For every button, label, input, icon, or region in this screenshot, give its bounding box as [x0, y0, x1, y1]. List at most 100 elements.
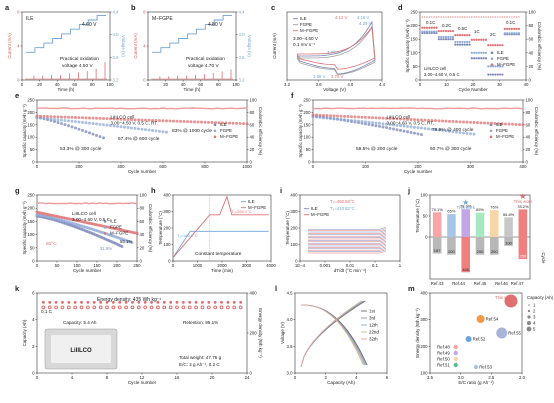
- capacity-point: [151, 129, 154, 132]
- y-tick-label: 0: [32, 259, 35, 264]
- capacity-point: [466, 121, 469, 124]
- capacity-point: [421, 30, 423, 32]
- y-tick-label-right: 3.2: [239, 78, 246, 83]
- y-tick-label: 50: [306, 147, 311, 152]
- panel-letter-g: g: [15, 186, 20, 195]
- capacity-point: [483, 39, 485, 41]
- capacity-point: [435, 30, 437, 32]
- x-tick-label: 4000: [266, 263, 276, 268]
- x-tick-label: 100: [106, 82, 114, 87]
- capacity-point: [232, 122, 235, 125]
- bar-value-label: 187: [434, 248, 441, 253]
- ce-point: [455, 16, 457, 18]
- capacity-point: [228, 122, 231, 125]
- x-tick-label: 80: [90, 82, 95, 87]
- y-tick-label: 200: [290, 226, 298, 231]
- capacity-point: [326, 114, 329, 117]
- capacity-point: [36, 115, 39, 118]
- capacity-point: [71, 116, 74, 119]
- capacity-point: [67, 301, 70, 304]
- capacity-point: [455, 120, 458, 123]
- capacity-point: [329, 114, 332, 117]
- capacity-point: [420, 127, 423, 130]
- ce-point: [483, 16, 485, 18]
- thermal-trace: [308, 250, 386, 252]
- capacity-point: [485, 39, 487, 41]
- x-axis-label: dT/dt (°C min⁻¹): [334, 268, 367, 273]
- x-axis-label: Time (min): [211, 268, 233, 273]
- x-tick-label: 0: [419, 82, 422, 87]
- annotation: 3.00−4.60 V, 0.5 C: [72, 217, 111, 222]
- y-tick-label-right: 80: [250, 110, 255, 115]
- capacity-point: [162, 130, 165, 133]
- ce-point: [440, 16, 442, 18]
- capacity-point: [39, 115, 42, 118]
- retention-bar: [519, 209, 528, 237]
- capacity-point: [81, 116, 84, 119]
- capacity-point: [461, 34, 463, 36]
- capacity-point: [64, 116, 67, 119]
- capacity-point: [71, 120, 74, 123]
- reference-bubble: [477, 315, 485, 323]
- capacity-point: [53, 118, 56, 121]
- y-tick-label: 400: [420, 291, 428, 296]
- annotation: 60.7% @ 300 cycle: [430, 146, 472, 152]
- retention-bar: [490, 210, 499, 237]
- bubble-label: Ref.50: [437, 357, 450, 362]
- capacity-point: [312, 113, 315, 116]
- capacity-point: [80, 301, 83, 304]
- capacity-point: [483, 57, 485, 59]
- capacity-point: [371, 121, 374, 124]
- panel-letter-k: k: [15, 284, 20, 293]
- annotation: 3.76 V: [331, 74, 344, 79]
- x-tick-label: 0: [312, 164, 315, 169]
- reference-bubble: [454, 363, 458, 367]
- capacity-point: [204, 121, 207, 124]
- capacity-point: [364, 116, 367, 119]
- y-tick-label-right: 0: [529, 78, 532, 83]
- y-tick-label: 4.0: [287, 317, 294, 322]
- legend-entry: ILE: [496, 122, 503, 127]
- capacity-point: [499, 44, 501, 46]
- y-axis-label-right: Coulombic efficiency (%): [534, 107, 539, 156]
- y-tick-label-right: 40: [526, 135, 531, 140]
- y-axis-label: Specific capacity (mAh g⁻¹): [22, 104, 27, 158]
- capacity-point: [375, 124, 378, 127]
- voltage-staircase: [26, 15, 106, 52]
- capacity-point: [361, 116, 364, 119]
- capacity-point: [354, 115, 357, 118]
- capacity-point: [81, 121, 84, 124]
- energy-point: [106, 306, 109, 309]
- capacity-point: [382, 122, 385, 125]
- x-axis-label: Cycle number: [128, 380, 157, 385]
- capacity-point: [182, 301, 185, 304]
- ce-point: [488, 16, 490, 18]
- y-tick-label-right: 4.4: [113, 10, 120, 15]
- legend-entry: M−FGPE: [496, 134, 514, 139]
- x-tick-label: 400: [519, 164, 527, 169]
- capacity-point: [392, 128, 395, 131]
- y-axis-label-right: Coulombic efficiency (%): [148, 204, 153, 253]
- annotation: T₂=410.82°C: [330, 206, 355, 211]
- capacity-point: [450, 36, 452, 38]
- y-tick-label: 0: [32, 371, 35, 376]
- x-tick-label: 20: [37, 82, 42, 87]
- panel-letter-m: m: [408, 284, 415, 293]
- legend-entry: ILE: [300, 16, 307, 21]
- capacity-point: [447, 38, 449, 40]
- x-tick-label: 3.5: [427, 375, 434, 380]
- x-axis-label: Time (h): [184, 87, 201, 92]
- y-tick-label-right: 40: [140, 232, 145, 237]
- capacity-point: [464, 44, 466, 46]
- panel-letter-e: e: [15, 91, 19, 100]
- ce-point: [466, 16, 468, 18]
- thermal-trace: [308, 245, 386, 247]
- capacity-point: [440, 30, 442, 32]
- annotation: 4.60 V: [82, 22, 97, 28]
- annotation: 53.3% @ 300 cycle: [60, 146, 102, 152]
- cell-label: LiIILCO: [70, 348, 92, 354]
- legend-entry: FGPE: [110, 225, 122, 230]
- ce-point: [429, 16, 431, 18]
- bar-value-label: 200: [491, 249, 498, 254]
- cv-loop-mfgpe: [297, 27, 375, 69]
